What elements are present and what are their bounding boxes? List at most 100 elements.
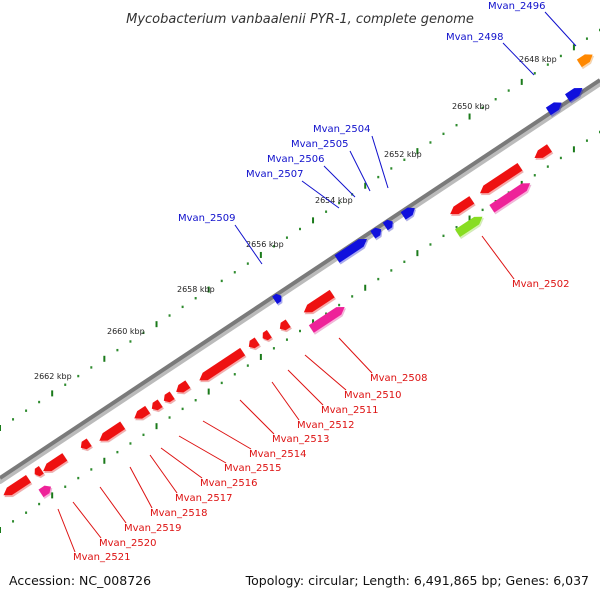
gene-mvan-2504-body [400,207,415,220]
gene-mvan-2496-body [576,54,593,68]
label-leader [271,381,300,421]
gene-bottom-body [80,438,92,450]
label-leader [301,180,340,209]
gene-bottom [99,421,127,443]
label-leader [544,11,577,47]
gene-bottom [163,391,177,405]
gene-mvan-2505 [382,219,395,233]
gene-bottom [43,453,69,474]
gene-bottom [151,399,165,413]
gene-label-top: Mvan_2507 [246,169,303,180]
gene-label-bottom: Mvan_2520 [99,538,156,549]
gene-bottom-body [480,162,523,194]
gene-bottom-body [99,421,126,441]
gene-bottom [534,144,554,160]
gene-bottom-body [248,337,260,349]
scale-label: 2652 kbp [384,150,422,159]
gene-bottom-body [176,380,191,393]
leader-layer [57,11,577,553]
label-leader [338,337,373,374]
map-title: Mycobacterium vanbaalenii PYR-1, complet… [126,12,474,27]
gene-mvan-2507 [334,239,369,265]
gene-top-body [545,102,562,116]
gene-rna-body [38,485,51,498]
gene-bottom-body [534,144,552,158]
label-leader [239,399,275,435]
gene-rna-body [489,183,531,213]
label-leader [99,486,127,524]
gene-layer [3,54,595,500]
gene-mvan-2507-body [334,239,367,263]
gene-top-body [565,88,583,102]
gene-top [565,88,585,104]
label-leader [234,224,263,265]
gene-label-bottom: Mvan_2517 [175,493,232,504]
backbone-layer [0,78,600,484]
gene-bottom [248,337,262,351]
gene-mvan-2504 [400,207,417,222]
gene-label-bottom: Mvan_2515 [224,463,281,474]
gene-bottom [480,162,525,196]
label-leader [202,420,252,450]
scale-label: 2654 kbp [315,196,353,205]
accession-text: Accession: NC_008726 [9,573,152,588]
gene-rna-body [308,306,345,333]
gene-bottom-body [151,399,163,411]
gene-bottom-body [43,453,68,472]
backbone-shadow [0,80,600,484]
scale-label: 2660 kbp [107,327,145,336]
gene-label-top: Mvan_2496 [488,1,545,12]
gene-bottom [80,438,94,452]
gene-bottom-body [3,474,31,496]
gene-label-bottom: Mvan_2521 [73,552,130,563]
gene-bottom [134,405,152,421]
gene-bottom-body [279,319,291,331]
gene-label-bottom: Mvan_2516 [200,478,257,489]
gene-mvan-2496 [576,54,595,70]
label-leader [178,435,227,464]
gene-mvan-2505-body [382,219,393,231]
gene-rna [308,306,347,335]
gene-bottom-body [199,347,246,381]
gene-label-top: Mvan_2509 [178,213,235,224]
gene-label-bottom: Mvan_2518 [150,508,207,519]
label-leader [287,369,324,406]
label-layer: Mvan_2496 Mvan_2498 Mvan_2504 Mvan_2505 Mvan… [73,1,569,563]
label-leader [502,42,535,76]
scale-label: 2648 kbp [519,55,557,64]
label-leader [129,466,153,509]
gene-bottom-body [303,289,335,313]
gene-label-bottom: Mvan_2502 [512,279,569,290]
tick-layer: 2648 kbp 2650 kbp 2652 kbp 2654 kbp 2656 kbp… [0,28,600,533]
label-leader [304,354,347,391]
gene-rna [38,485,53,500]
gene-top [545,102,564,118]
gene-mvan-2506-body [370,227,382,239]
scale-label: 2650 kbp [452,102,490,111]
gene-label-top: Mvan_2505 [291,139,348,150]
gene-label-top: Mvan_2498 [446,32,503,43]
gene-bottom [3,474,33,498]
gene-bottom-body [450,196,475,215]
gene-bottom-body [163,391,175,403]
genome-summary: Topology: circular; Length: 6,491,865 bp… [245,573,589,588]
label-leader [371,135,389,189]
gene-bottom [450,196,476,217]
gene-label-top: Mvan_2506 [267,154,324,165]
label-leader [481,235,515,280]
gene-label-top: Mvan_2504 [313,124,370,135]
gene-label-bottom: Mvan_2510 [344,390,401,401]
gene-mvan-2506 [370,227,383,241]
scale-label: 2658 kbp [177,285,215,294]
gene-bottom [34,466,46,479]
label-leader [57,508,76,553]
backbone [0,78,600,480]
gene-bottom-body [134,405,151,419]
label-leader [349,150,371,192]
gene-rna [489,183,532,215]
gene-bottom-body [34,466,44,477]
gene-bottom [262,330,274,343]
gene-mvan-2509 [272,293,283,307]
gene-label-bottom: Mvan_2513 [272,434,329,445]
